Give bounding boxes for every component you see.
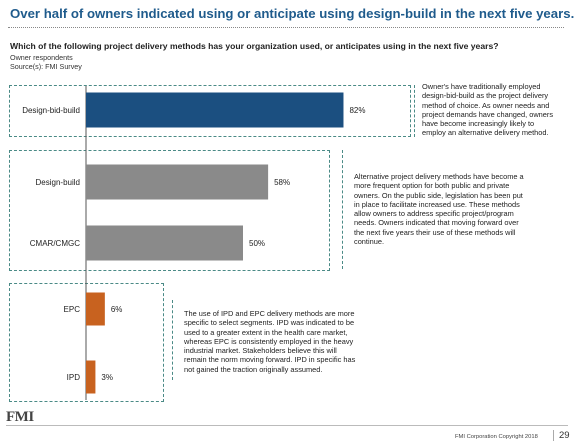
panel-alternative bbox=[9, 150, 330, 271]
value-label: 82% bbox=[349, 106, 365, 115]
category-label: Design-bid-build bbox=[22, 106, 80, 115]
note-line: specific to select segments. IPD was ind… bbox=[184, 318, 355, 328]
note-alternative: Alternative project delivery methods hav… bbox=[354, 172, 569, 246]
note-line: Owner's have traditionally employed bbox=[422, 82, 541, 91]
note-line: design-bid-build as the project delivery bbox=[422, 91, 549, 101]
category-label: IPD bbox=[67, 373, 81, 382]
value-label: 3% bbox=[101, 373, 113, 382]
source-label: Source(s): FMI Survey bbox=[10, 62, 82, 71]
note-line: method of choice. As owner needs and bbox=[422, 100, 550, 110]
note3-bracket bbox=[172, 300, 173, 380]
note-line: the next five years their use of these m… bbox=[354, 227, 516, 237]
value-label: 58% bbox=[274, 178, 290, 187]
title-divider bbox=[8, 27, 564, 28]
category-label: Design-build bbox=[36, 178, 80, 187]
note-line: not gained the traction originally assum… bbox=[184, 364, 323, 374]
page-title: Over half of owners indicated using or a… bbox=[10, 6, 574, 21]
note-line: needs. Owners indicated that moving forw… bbox=[354, 218, 519, 228]
note-line: Alternative project delivery methods hav… bbox=[354, 172, 524, 181]
note-line: The use of IPD and EPC delivery methods … bbox=[184, 309, 355, 318]
note-line: in place to facilitate increased use. Th… bbox=[354, 199, 520, 209]
note-line: remain the norm moving forward. IPD in s… bbox=[184, 355, 356, 365]
survey-question: Which of the following project delivery … bbox=[10, 41, 499, 51]
value-label: 50% bbox=[249, 239, 265, 248]
note2-bracket bbox=[342, 150, 343, 269]
note-line: whereas EPC is consistently employed in … bbox=[184, 336, 354, 346]
note-line: owners. On the public side, legislation … bbox=[354, 190, 523, 200]
category-label: CMAR/CMGC bbox=[30, 239, 80, 248]
copyright-text: FMI Corporation Copyright 2018 bbox=[455, 434, 538, 440]
note-line: industrial market. Stakeholders believe … bbox=[184, 346, 337, 355]
bar-cmar-cmgc bbox=[86, 225, 243, 261]
note-line: have become increasingly likely to bbox=[422, 119, 535, 128]
category-label: EPC bbox=[64, 305, 81, 314]
fmi-logo: FMI bbox=[6, 409, 34, 425]
bar-design-bid-build bbox=[86, 92, 344, 128]
note-line: continue. bbox=[354, 236, 384, 246]
note-line: employ an alternative delivery method. bbox=[422, 128, 549, 138]
bar-design-build bbox=[86, 164, 269, 200]
note-line: project demands have changed, owners bbox=[422, 109, 554, 119]
note-line: allow owners to address specific project… bbox=[354, 209, 514, 218]
note-line: used to a greater extent in the health c… bbox=[184, 327, 348, 337]
panel-traditional bbox=[9, 85, 411, 137]
value-label: 6% bbox=[111, 305, 123, 314]
note-line: more frequent option for both public and… bbox=[354, 181, 510, 191]
note-traditional: Owner's have traditionally employed desig… bbox=[422, 82, 572, 138]
bar-epc bbox=[86, 292, 105, 326]
page-number: 29 bbox=[553, 430, 570, 441]
bar-ipd bbox=[86, 360, 96, 394]
note-specialized: The use of IPD and EPC delivery methods … bbox=[184, 309, 399, 374]
respondents-label: Owner respondents bbox=[10, 53, 73, 62]
note1-bracket bbox=[414, 85, 415, 137]
footer-divider bbox=[6, 425, 568, 426]
